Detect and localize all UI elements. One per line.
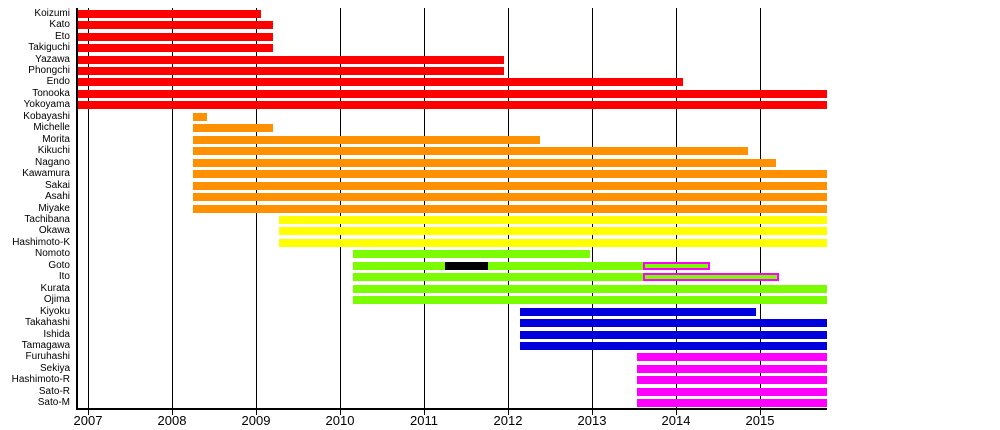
bar-furuhashi	[637, 353, 828, 362]
plot-area	[77, 8, 828, 415]
y-axis-line	[76, 8, 78, 409]
x-tick-label: 2009	[241, 413, 271, 428]
row-label-takiguchi: Takiguchi	[28, 42, 70, 54]
row-label-tamagawa: Tamagawa	[21, 339, 70, 351]
bar-ito	[352, 273, 644, 282]
row-label-kobayashi: Kobayashi	[23, 110, 70, 122]
row-label-morita: Morita	[42, 133, 70, 145]
row-label-eto: Eto	[54, 30, 70, 42]
bar-phongchi	[77, 67, 504, 75]
row-label-kurata: Kurata	[40, 282, 70, 294]
bar-asahi	[192, 193, 828, 202]
row-label-hashimoto-k: Hashimoto-K	[12, 236, 70, 248]
bar-yokoyama	[77, 101, 828, 110]
row-label-sato-m: Sato-M	[37, 397, 70, 409]
bar-goto	[352, 261, 644, 270]
x-axis-line	[76, 408, 827, 410]
row-label-hashimoto-r: Hashimoto-R	[11, 374, 70, 386]
bar-okawa	[278, 227, 828, 236]
row-label-kikuchi: Kikuchi	[37, 145, 70, 157]
row-label-koizumi: Koizumi	[34, 7, 70, 19]
bar-goto	[444, 261, 488, 270]
bar-sakai	[192, 181, 828, 190]
x-tick-label: 2015	[745, 413, 775, 428]
gridline-2007	[88, 8, 89, 415]
row-label-endo: Endo	[46, 76, 70, 88]
x-tick-label: 2014	[661, 413, 691, 428]
row-label-goto: Goto	[48, 259, 70, 271]
bar-kawamura	[192, 170, 828, 179]
row-label-sekiya: Sekiya	[39, 362, 70, 374]
bar-goto	[643, 261, 710, 270]
bar-morita	[192, 135, 540, 144]
row-label-miyake: Miyake	[38, 202, 70, 214]
bar-yazawa	[77, 55, 504, 64]
row-label-tachibana: Tachibana	[24, 213, 70, 225]
row-label-yazawa: Yazawa	[35, 53, 70, 65]
row-label-okawa: Okawa	[38, 225, 70, 237]
row-label-nagano: Nagano	[34, 156, 70, 168]
row-label-phongchi: Phongchi	[28, 65, 70, 76]
row-label-sakai: Sakai	[44, 179, 70, 191]
bar-eto	[77, 32, 273, 41]
row-label-kiyoku: Kiyoku	[39, 305, 70, 317]
row-label-ito: Ito	[58, 271, 70, 283]
bar-ishida	[519, 330, 828, 339]
x-tick-label: 2008	[157, 413, 187, 428]
row-label-takahashi: Takahashi	[24, 317, 70, 329]
x-tick-label: 2012	[493, 413, 523, 428]
bar-takahashi	[519, 319, 828, 328]
bar-ito	[643, 273, 780, 282]
row-label-nomoto: Nomoto	[34, 248, 70, 260]
row-label-sato-r: Sato-R	[38, 385, 70, 397]
bar-hashimoto-k	[278, 238, 828, 247]
x-tick-label: 2011	[410, 413, 438, 428]
row-label-kato: Kato	[49, 19, 70, 31]
row-label-tonooka: Tonooka	[32, 87, 70, 99]
bar-tamagawa	[519, 341, 828, 350]
bar-miyake	[192, 204, 828, 213]
x-tick-label: 2010	[325, 413, 355, 428]
row-label-michelle: Michelle	[33, 122, 70, 134]
row-label-ojima: Ojima	[43, 294, 70, 306]
x-tick-label: 2013	[577, 413, 607, 428]
row-label-kawamura: Kawamura	[22, 168, 70, 180]
row-label-furuhashi: Furuhashi	[25, 351, 70, 363]
bar-tonooka	[77, 89, 828, 98]
bar-kikuchi	[192, 147, 749, 156]
bar-sato-r	[637, 387, 828, 396]
bar-kurata	[352, 284, 828, 293]
bar-nagano	[192, 158, 776, 167]
bar-tachibana	[278, 215, 828, 224]
bar-endo	[77, 78, 683, 87]
bar-ojima	[352, 296, 828, 305]
row-label-asahi: Asahi	[44, 191, 70, 203]
bar-sekiya	[637, 364, 828, 373]
bar-michelle	[192, 124, 273, 133]
row-label-yokoyama: Yokoyama	[23, 99, 70, 111]
bar-koizumi	[77, 9, 262, 18]
bar-sato-m	[637, 399, 828, 408]
bar-kato	[77, 21, 273, 30]
gridline-2008	[171, 8, 173, 415]
bar-hashimoto-r	[637, 376, 828, 385]
row-label-ishida: Ishida	[43, 328, 70, 340]
x-tick-label: 2007	[73, 413, 103, 428]
bar-kobayashi	[192, 112, 208, 121]
bar-kiyoku	[519, 307, 756, 316]
bar-nomoto	[352, 250, 591, 259]
bar-takiguchi	[77, 44, 273, 53]
